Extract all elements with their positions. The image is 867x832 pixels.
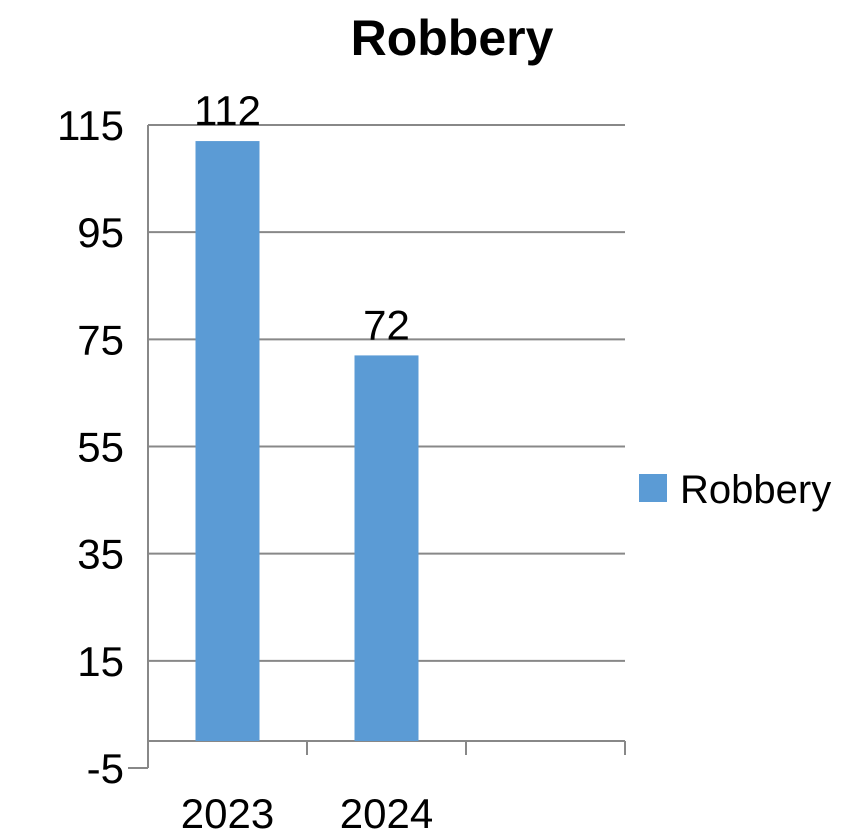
bar bbox=[195, 141, 260, 741]
x-tick-label: 2023 bbox=[181, 790, 274, 832]
y-tick-label: 75 bbox=[77, 316, 124, 363]
data-labels: 112 72 bbox=[194, 87, 410, 348]
y-tick-label: 55 bbox=[77, 424, 124, 471]
data-label: 72 bbox=[363, 301, 410, 348]
y-tick-label: 15 bbox=[77, 638, 124, 685]
legend-label: Robbery bbox=[680, 468, 831, 512]
x-tick-label: 2024 bbox=[340, 790, 433, 832]
bar bbox=[354, 355, 419, 741]
bars bbox=[195, 141, 419, 741]
legend: Robbery bbox=[639, 468, 831, 512]
legend-swatch bbox=[639, 474, 667, 502]
y-tick-label: 35 bbox=[77, 531, 124, 578]
y-tick-label: -5 bbox=[87, 745, 124, 792]
y-tick-label: 95 bbox=[77, 209, 124, 256]
tick-labels: 115 95 75 55 35 15 -5 2023 2024 bbox=[57, 102, 433, 832]
data-label: 112 bbox=[194, 87, 261, 134]
chart-title: Robbery bbox=[351, 10, 554, 66]
y-tick-label: 115 bbox=[57, 102, 124, 149]
